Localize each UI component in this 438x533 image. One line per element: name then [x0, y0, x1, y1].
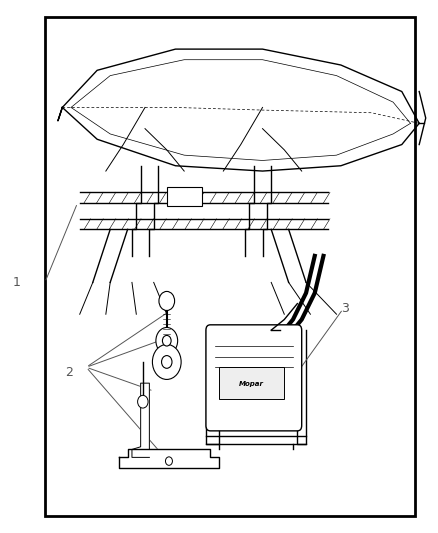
Bar — [219, 367, 284, 399]
Polygon shape — [132, 383, 149, 457]
Bar — [45, 17, 415, 516]
Bar — [167, 187, 201, 206]
FancyBboxPatch shape — [206, 325, 302, 431]
Text: Mopar: Mopar — [239, 381, 264, 387]
Text: 2: 2 — [65, 366, 73, 379]
Text: 1: 1 — [13, 276, 21, 289]
Polygon shape — [119, 449, 219, 468]
Circle shape — [159, 292, 175, 311]
Circle shape — [162, 335, 171, 346]
Text: 3: 3 — [341, 302, 349, 316]
Circle shape — [166, 457, 173, 465]
Circle shape — [162, 356, 172, 368]
Circle shape — [152, 344, 181, 379]
Circle shape — [156, 327, 178, 354]
Circle shape — [138, 395, 148, 408]
